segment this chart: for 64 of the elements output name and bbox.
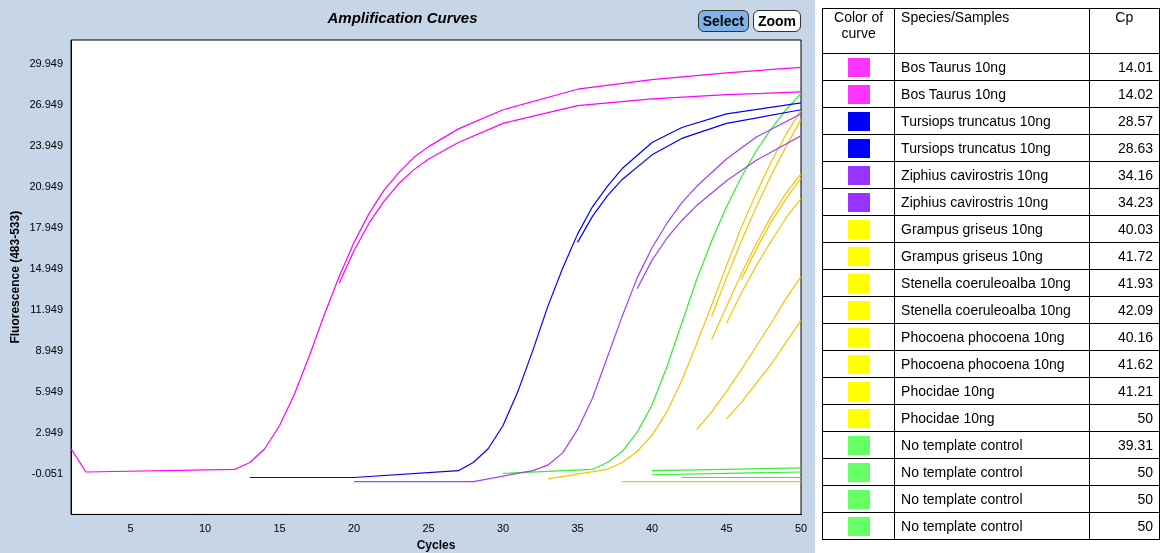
data-label: 40.03: [1089, 215, 1160, 243]
data-label: 41.72: [1089, 242, 1160, 270]
category-label: Phocidae 10ng: [894, 377, 1090, 405]
text: Color of curve: [822, 8, 895, 54]
category-label: Stenella coeruleoalba 10ng: [894, 296, 1090, 324]
x-tick-label: 50: [794, 522, 808, 535]
y-tick-label: 26.949: [29, 97, 64, 110]
category-label: Phocidae 10ng: [894, 404, 1090, 432]
y-tick-label: 14.949: [29, 262, 64, 275]
y-tick-label: 20.949: [29, 180, 64, 193]
y-tick-label: 17.949: [29, 221, 64, 234]
y-tick-label: 2.949: [35, 426, 64, 439]
x-tick-label: 25: [422, 522, 435, 535]
y-tick-label: 5.949: [35, 385, 64, 398]
x-tick-label: 15: [273, 522, 286, 535]
y-tick-label: 29.949: [29, 56, 64, 69]
data-label: 39.31: [1089, 431, 1160, 459]
data-label: 34.16: [1089, 161, 1160, 189]
category-label: Bos Taurus 10ng: [894, 53, 1090, 81]
data-label: 28.63: [1089, 134, 1160, 162]
data-label: 34.23: [1089, 188, 1160, 216]
category-label: Phocoena phocoena 10ng: [894, 350, 1090, 378]
x-tick-label: 10: [198, 522, 212, 535]
category-label: Tursiops truncatus 10ng: [894, 107, 1090, 135]
category-label: Bos Taurus 10ng: [894, 80, 1090, 108]
text: Cp: [1089, 8, 1160, 54]
x-tick-label: 35: [571, 522, 584, 535]
y-tick-label: -0.051: [31, 467, 64, 480]
data-label: 50: [1089, 404, 1160, 432]
x-tick-label: 40: [645, 522, 659, 535]
data-label: 14.02: [1089, 80, 1160, 108]
x-tick-label: 20: [347, 522, 361, 535]
x-axis-title: Cycles: [416, 538, 456, 553]
data-label: 41.62: [1089, 350, 1160, 378]
y-axis-title: Fluorescence (483-533): [7, 210, 22, 344]
data-label: 41.93: [1089, 269, 1160, 297]
category-label: Phocoena phocoena 10ng: [894, 323, 1090, 351]
category-label: No template control: [894, 512, 1090, 540]
y-tick-label: 23.949: [29, 139, 64, 151]
text: Select: [697, 10, 749, 32]
category-label: No template control: [894, 458, 1090, 486]
text: Zoom: [752, 10, 801, 32]
category-label: No template control: [894, 431, 1090, 459]
category-label: Ziphius cavirostris 10ng: [894, 188, 1090, 216]
category-label: Ziphius cavirostris 10ng: [894, 161, 1090, 189]
category-label: No template control: [894, 485, 1090, 513]
data-label: 28.57: [1089, 107, 1160, 135]
data-label: 14.01: [1089, 53, 1160, 81]
y-tick-label: 11.949: [30, 303, 64, 316]
chart-title: Amplification Curves: [326, 9, 478, 27]
x-tick-label: 45: [720, 522, 733, 535]
y-tick-label: 8.949: [35, 344, 64, 357]
data-label: 40.16: [1089, 323, 1160, 351]
data-label: 50: [1089, 485, 1160, 513]
category-label: Stenella coeruleoalba 10ng: [894, 269, 1090, 297]
data-label: 41.21: [1089, 377, 1160, 405]
data-label: 42.09: [1089, 296, 1160, 324]
x-tick-label: 5: [127, 522, 134, 535]
category-label: Grampus griseus 10ng: [894, 215, 1090, 243]
x-tick-label: 30: [496, 522, 510, 535]
category-label: Tursiops truncatus 10ng: [894, 134, 1090, 162]
text: Species/Samples: [894, 8, 1090, 54]
data-label: 50: [1089, 458, 1160, 486]
category-label: Grampus griseus 10ng: [894, 242, 1090, 270]
